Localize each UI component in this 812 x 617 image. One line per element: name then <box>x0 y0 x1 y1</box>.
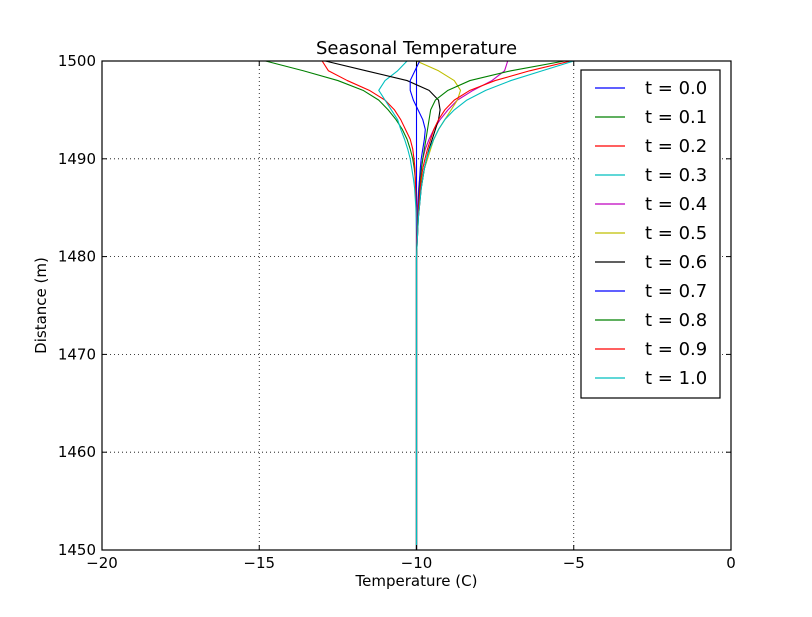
legend-label-8: t = 0.8 <box>645 310 707 331</box>
legend-label-6: t = 0.6 <box>645 252 707 273</box>
x-tick-label: −5 <box>563 554 585 572</box>
x-axis-title: Temperature (C) <box>355 572 478 590</box>
axis-ticks: −20 −15 −10 −5 0 1450 1460 1470 1480 1490 1500 <box>58 52 736 572</box>
x-tick-label: −20 <box>86 554 118 572</box>
y-tick-label: 1450 <box>58 541 96 559</box>
legend-label-2: t = 0.2 <box>645 136 707 157</box>
y-tick-label: 1460 <box>58 443 96 461</box>
legend-label-9: t = 0.9 <box>645 339 707 360</box>
legend: t = 0.0 t = 0.1 t = 0.2 t = 0.3 t = 0.4 t = 0… <box>580 69 721 399</box>
x-tick-label: −10 <box>401 554 433 572</box>
series-lines <box>265 60 574 550</box>
x-tick-label: 0 <box>726 554 736 572</box>
y-tick-label: 1480 <box>58 248 96 266</box>
y-axis-title: Distance (m) <box>32 257 50 354</box>
legend-label-10: t = 1.0 <box>645 368 707 389</box>
legend-label-3: t = 0.3 <box>645 165 707 186</box>
y-tick-label: 1500 <box>58 52 96 70</box>
legend-label-5: t = 0.5 <box>645 223 707 244</box>
legend-label-0: t = 0.0 <box>645 78 707 99</box>
legend-label-1: t = 0.1 <box>645 107 707 128</box>
y-tick-label: 1490 <box>58 150 96 168</box>
chart-title: Seasonal Temperature <box>316 38 517 59</box>
legend-label-7: t = 0.7 <box>645 281 707 302</box>
series-line-10 <box>415 60 574 550</box>
x-tick-label: −15 <box>243 554 275 572</box>
y-tick-label: 1470 <box>58 345 96 363</box>
legend-label-4: t = 0.4 <box>645 194 707 215</box>
legend-box <box>580 69 721 399</box>
